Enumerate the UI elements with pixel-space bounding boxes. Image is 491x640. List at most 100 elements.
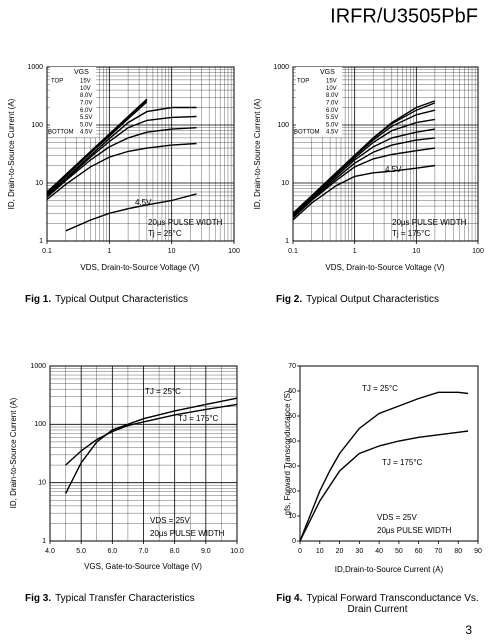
legend-bottom: BOTTOM xyxy=(294,130,320,136)
series-line xyxy=(292,147,435,219)
annotation: 4.5V xyxy=(135,198,152,207)
figure-caption: Fig 3. Typical Transfer Characteristics xyxy=(25,593,255,604)
legend-bottom: BOTTOM xyxy=(48,130,74,136)
legend-entry: 7.0V xyxy=(80,100,92,106)
annotation: 20µs PULSE WIDTH xyxy=(148,218,223,227)
series-line xyxy=(46,106,197,196)
x-tick-label: 60 xyxy=(415,548,423,555)
series-line xyxy=(46,115,197,197)
legend-entry: 5.5V xyxy=(326,115,338,121)
caption-text: Typical Transfer Characteristics xyxy=(55,593,195,604)
figure-label: Fig 1. xyxy=(25,294,52,305)
x-tick-label: 10 xyxy=(316,548,324,555)
x-tick-label: 9.0 xyxy=(201,548,211,555)
series-line xyxy=(46,101,148,195)
y-tick-label: 1 xyxy=(285,238,289,245)
figure-label: Fig 3. xyxy=(25,593,52,604)
x-tick-label: 100 xyxy=(472,248,484,255)
caption-text: Typical Output Characteristics xyxy=(306,294,439,305)
y-tick-label: 100 xyxy=(31,122,43,129)
y-tick-label: 10 xyxy=(38,480,46,487)
y-tick-label: 60 xyxy=(288,388,296,395)
caption-text: Typical Forward Transconductance Vs. Dra… xyxy=(306,593,479,615)
legend-entry: 10V xyxy=(326,86,337,92)
series-line xyxy=(65,193,197,232)
series-line xyxy=(299,391,469,542)
series-line xyxy=(65,403,238,466)
x-tick-label: 10 xyxy=(412,248,420,255)
y-tick-label: 70 xyxy=(288,363,296,370)
figure-label: Fig 2. xyxy=(276,294,303,305)
legend-entry: 6.0V xyxy=(326,108,338,114)
x-tick-label: 1 xyxy=(353,248,357,255)
x-tick-label: 8.0 xyxy=(170,548,180,555)
y-tick-label: 40 xyxy=(288,438,296,445)
annotation: 4.5V xyxy=(385,165,402,174)
legend-entry: 4.5V xyxy=(80,130,92,136)
series-line xyxy=(299,430,469,542)
series-label: TJ = 175°C xyxy=(382,458,423,467)
x-tick-label: 1 xyxy=(107,248,111,255)
x-tick-label: 4.0 xyxy=(45,548,55,555)
annotation: 20µs PULSE WIDTH xyxy=(377,526,452,535)
x-axis-label: VGS, Gate-to-Source Voltage (V) xyxy=(84,562,202,571)
y-axis-label: ID, Drain-to-Source Current (A) xyxy=(9,397,18,508)
legend-title: VGS xyxy=(320,69,335,76)
y-tick-label: 1000 xyxy=(273,64,289,71)
legend-entry: 15V xyxy=(80,79,91,85)
series-label: TJ = 25°C xyxy=(362,384,398,393)
annotation: VDS = 25V xyxy=(377,513,417,522)
x-tick-label: 0.1 xyxy=(288,248,298,255)
series-line xyxy=(46,127,197,198)
x-tick-label: 20 xyxy=(336,548,344,555)
legend-top: TOP xyxy=(51,79,63,85)
legend-entry: 5.5V xyxy=(80,115,92,121)
y-tick-label: 100 xyxy=(277,122,289,129)
legend-entry: 6.0V xyxy=(80,108,92,114)
x-tick-label: 40 xyxy=(375,548,383,555)
annotation: VDS = 25V xyxy=(150,516,190,525)
legend-entry: 5.0V xyxy=(80,122,92,128)
y-axis-label: ID, Drain-to-Source Current (A) xyxy=(253,98,262,209)
legend-title: VGS xyxy=(74,69,89,76)
y-tick-label: 50 xyxy=(288,413,296,420)
legend-entry: 8.0V xyxy=(80,93,92,99)
annotation: 20µs PULSE WIDTH xyxy=(392,218,467,227)
y-tick-label: 20 xyxy=(288,488,296,495)
y-tick-label: 1000 xyxy=(30,363,46,370)
figure-caption: Fig 4. Typical Forward Transconductance V… xyxy=(275,593,480,615)
legend-top: TOP xyxy=(297,79,309,85)
y-tick-label: 10 xyxy=(35,180,43,187)
figure-caption: Fig 2. Typical Output Characteristics xyxy=(276,294,486,305)
x-tick-label: 90 xyxy=(474,548,482,555)
x-axis-label: ID,Drain-to-Source Current (A) xyxy=(335,565,444,574)
x-tick-label: 10 xyxy=(168,248,176,255)
plot-area xyxy=(299,365,479,542)
series-line xyxy=(64,397,238,494)
x-tick-label: 50 xyxy=(395,548,403,555)
x-tick-label: 70 xyxy=(435,548,443,555)
series-label: TJ = 175°C xyxy=(178,414,219,423)
y-tick-label: 1000 xyxy=(27,64,43,71)
y-axis-label: ID, Drain-to-Source Current (A) xyxy=(7,98,16,209)
y-tick-label: 30 xyxy=(288,463,296,470)
y-tick-label: 10 xyxy=(281,180,289,187)
x-tick-label: 0.1 xyxy=(42,248,52,255)
series-line xyxy=(292,102,436,214)
y-tick-label: 1 xyxy=(39,238,43,245)
x-tick-label: 7.0 xyxy=(139,548,149,555)
y-axis-label: gfs, Forward Transconductance (S) xyxy=(283,390,292,515)
series-line xyxy=(292,128,436,217)
legend-box xyxy=(296,67,342,138)
series-label: TJ = 25°C xyxy=(145,387,181,396)
x-tick-label: 10.0 xyxy=(230,548,244,555)
legend-entry: 15V xyxy=(326,79,337,85)
legend-entry: 8.0V xyxy=(326,93,338,99)
series-line xyxy=(292,118,436,216)
legend-box xyxy=(50,67,96,138)
x-tick-label: 0 xyxy=(298,548,302,555)
legend-entry: 7.0V xyxy=(326,100,338,106)
y-tick-label: 0 xyxy=(292,538,296,545)
